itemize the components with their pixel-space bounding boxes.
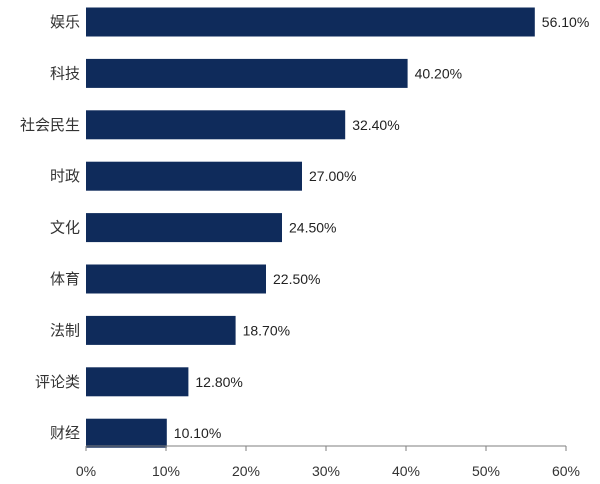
data-label-0: 56.10%	[542, 14, 589, 30]
data-label-1: 40.20%	[415, 65, 462, 81]
data-label-2: 32.40%	[352, 117, 399, 133]
data-label-4: 24.50%	[289, 220, 336, 236]
category-label-3: 时政	[50, 167, 80, 185]
x-tick-label-1: 10%	[152, 463, 180, 479]
data-label-5: 22.50%	[273, 271, 320, 287]
bar-5	[86, 264, 266, 294]
bars-layer	[86, 7, 535, 448]
category-label-5: 体育	[50, 270, 80, 288]
bar-6	[86, 315, 236, 345]
bar-7	[86, 367, 189, 397]
bar-2	[86, 110, 346, 140]
x-tick-label-5: 50%	[472, 463, 500, 479]
category-label-8: 财经	[50, 424, 80, 442]
category-label-6: 法制	[50, 321, 80, 339]
x-axis: 0% 10% 20% 30% 40% 50% 60%	[76, 445, 580, 479]
category-label-7: 评论类	[35, 373, 80, 391]
x-tick-label-2: 20%	[232, 463, 260, 479]
bar-1	[86, 58, 408, 88]
data-labels-layer: 56.10% 40.20% 32.40% 27.00% 24.50% 22.50% 18.7…	[174, 14, 589, 441]
bar-0	[86, 7, 535, 37]
x-tick-label-0: 0%	[76, 463, 96, 479]
x-tick-label-6: 60%	[552, 463, 580, 479]
data-label-3: 27.00%	[309, 168, 356, 184]
category-label-0: 娱乐	[50, 13, 80, 31]
x-tick-label-3: 30%	[312, 463, 340, 479]
bar-3	[86, 161, 302, 191]
bar-4	[86, 213, 282, 243]
category-label-1: 科技	[50, 64, 80, 82]
category-label-2: 社会民生	[20, 116, 80, 134]
x-tick-label-4: 40%	[392, 463, 420, 479]
data-label-8: 10.10%	[174, 425, 221, 441]
data-label-7: 12.80%	[195, 374, 242, 390]
category-label-4: 文化	[50, 219, 80, 237]
bar-8	[86, 418, 167, 448]
data-label-6: 18.70%	[243, 322, 290, 338]
